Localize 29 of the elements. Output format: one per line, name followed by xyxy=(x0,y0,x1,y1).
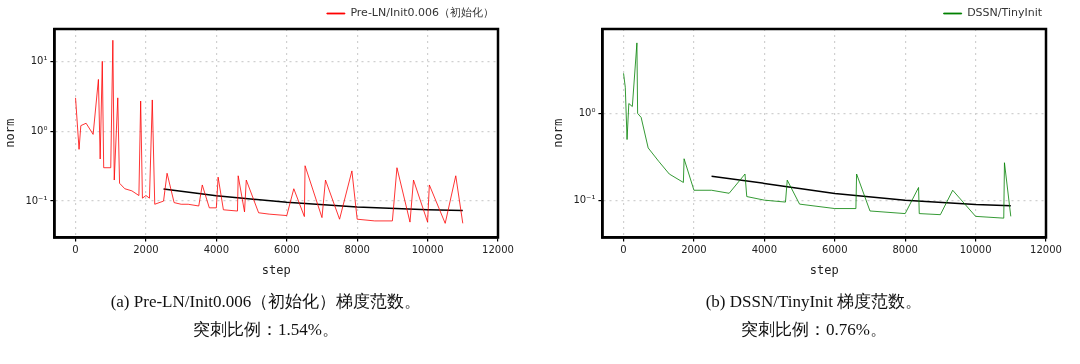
x-tick-label: 0 xyxy=(620,244,627,256)
text: 突刺比例：1.54%。 xyxy=(192,319,340,341)
x-tick-label: 4000 xyxy=(203,244,230,256)
y-tick-label: 10⁻¹ xyxy=(25,194,48,206)
x-tick-label: 12000 xyxy=(482,244,514,256)
x-tick-label: 2000 xyxy=(681,244,707,256)
legend-label: Pre-LN/Init0.006（初始化） xyxy=(350,6,495,20)
x-tick-label: 6000 xyxy=(822,244,848,256)
y-tick-label: 10¹ xyxy=(30,54,48,66)
x-tick-label: 6000 xyxy=(274,244,300,256)
y-tick-label: 10⁻¹ xyxy=(573,193,596,205)
x-tick-label: 4000 xyxy=(751,244,778,256)
x-tick-label: 12000 xyxy=(1030,244,1062,256)
x-tick-label: 8000 xyxy=(344,244,370,256)
text: (b) DSSN/TinyInit 梯度范数。 xyxy=(704,291,924,313)
y-axis-title: norm xyxy=(551,118,566,148)
legend-label: DSSN/TinyInit xyxy=(967,6,1043,20)
x-tick-label: 0 xyxy=(72,244,79,256)
y-axis-title: norm xyxy=(3,118,18,148)
x-axis-title: step xyxy=(261,262,291,277)
x-axis-title: step xyxy=(809,262,839,277)
text: 突刺比例：0.76%。 xyxy=(740,319,888,341)
y-tick-label: 10⁰ xyxy=(578,107,596,118)
x-tick-label: 8000 xyxy=(892,244,918,256)
y-tick-label: 10⁰ xyxy=(30,124,48,136)
x-tick-label: 2000 xyxy=(133,244,159,256)
x-tick-label: 10000 xyxy=(411,244,444,256)
text: (a) Pre-LN/Init0.006（初始化）梯度范数。 xyxy=(109,291,423,313)
x-tick-label: 10000 xyxy=(959,244,992,256)
